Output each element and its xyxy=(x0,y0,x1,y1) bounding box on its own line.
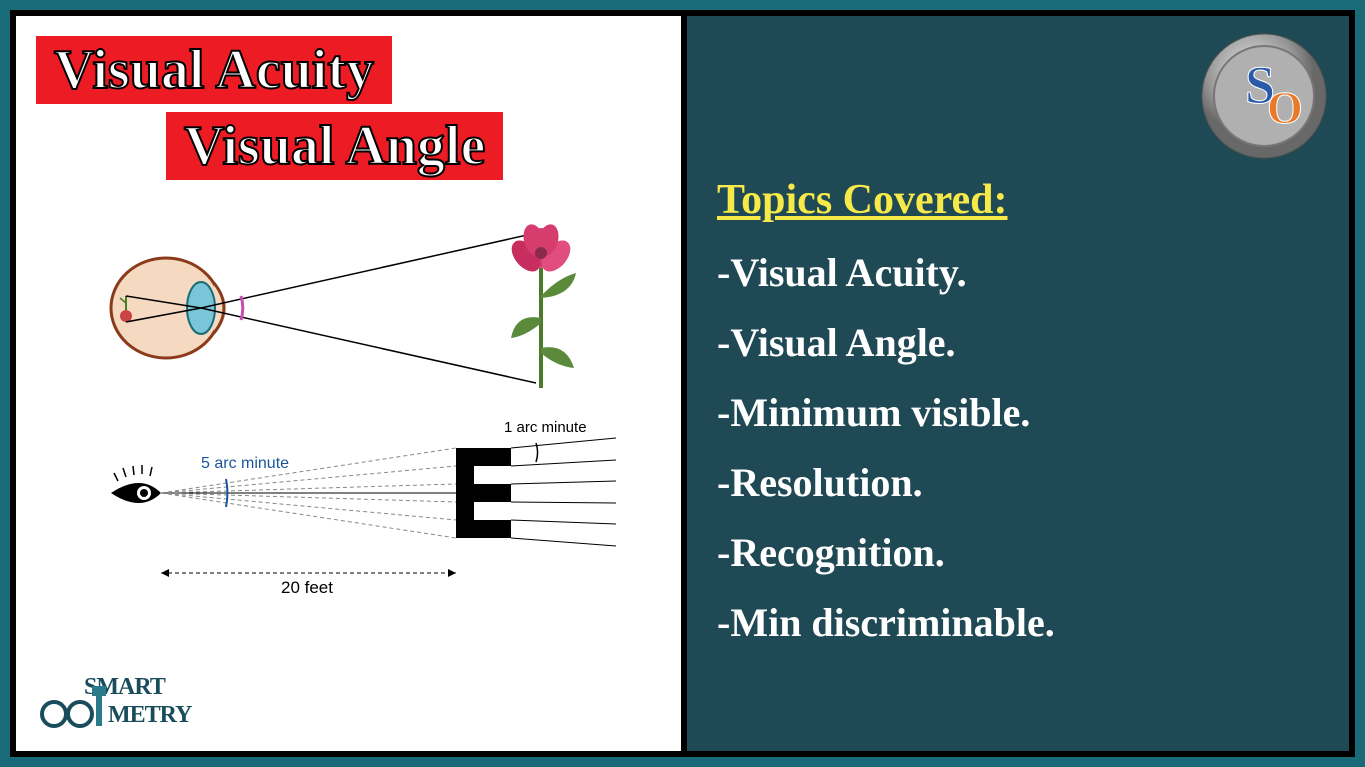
distance-arrow-left xyxy=(161,569,169,577)
topic-item-3: -Resolution. xyxy=(717,459,1319,507)
one-arc-label: 1 arc minute xyxy=(504,419,587,436)
brand-metry: METRY xyxy=(108,702,192,728)
stroke-ray-1 xyxy=(511,438,616,448)
topic-item-5: -Min discriminable. xyxy=(717,599,1319,647)
diagram-area: 5 arc minute xyxy=(36,218,661,618)
ray-top xyxy=(201,233,536,308)
topic-item-1: -Visual Angle. xyxy=(717,319,1319,367)
snellen-e xyxy=(456,448,511,538)
brand-logo: SMART METRY xyxy=(36,666,236,741)
stroke-ray-5 xyxy=(511,520,616,524)
eye-flower-diagram xyxy=(96,218,616,398)
visual-angle-arc xyxy=(241,296,243,320)
distance-label: 20 feet xyxy=(281,578,333,597)
slide-frame: Visual Acuity Visual Angle xyxy=(10,10,1355,757)
topic-item-0: -Visual Acuity. xyxy=(717,249,1319,297)
title-box-2: Visual Angle xyxy=(166,112,503,180)
topics-header: Topics Covered: xyxy=(717,176,1319,224)
title-2: Visual Angle xyxy=(184,114,485,178)
so-badge: S O xyxy=(1199,31,1329,161)
slide-content: Visual Acuity Visual Angle xyxy=(16,16,1349,751)
topic-item-2: -Minimum visible. xyxy=(717,389,1319,437)
stroke-ray-4 xyxy=(511,502,616,503)
stroke-ray-6 xyxy=(511,538,616,546)
stroke-ray-3 xyxy=(511,481,616,484)
right-panel: S O Topics Covered: -Visual Acuity. -Vis… xyxy=(687,16,1349,751)
title-1: Visual Acuity xyxy=(54,38,374,102)
flower xyxy=(506,222,576,388)
stroke-ray-2 xyxy=(511,460,616,466)
title-2-wrapper: Visual Angle xyxy=(166,112,661,188)
distance-arrow-right xyxy=(448,569,456,577)
one-arc-angle xyxy=(536,443,538,462)
left-panel: Visual Acuity Visual Angle xyxy=(16,16,681,751)
svg-text:O: O xyxy=(1267,82,1303,133)
arc-minute-diagram: 5 arc minute xyxy=(96,418,616,598)
five-arc-label: 5 arc minute xyxy=(201,455,289,472)
title-box-1: Visual Acuity xyxy=(36,36,392,104)
topic-item-4: -Recognition. xyxy=(717,529,1319,577)
ray-bottom xyxy=(201,308,536,383)
observer-eye-icon xyxy=(111,465,161,503)
cone-bottom xyxy=(161,493,456,538)
